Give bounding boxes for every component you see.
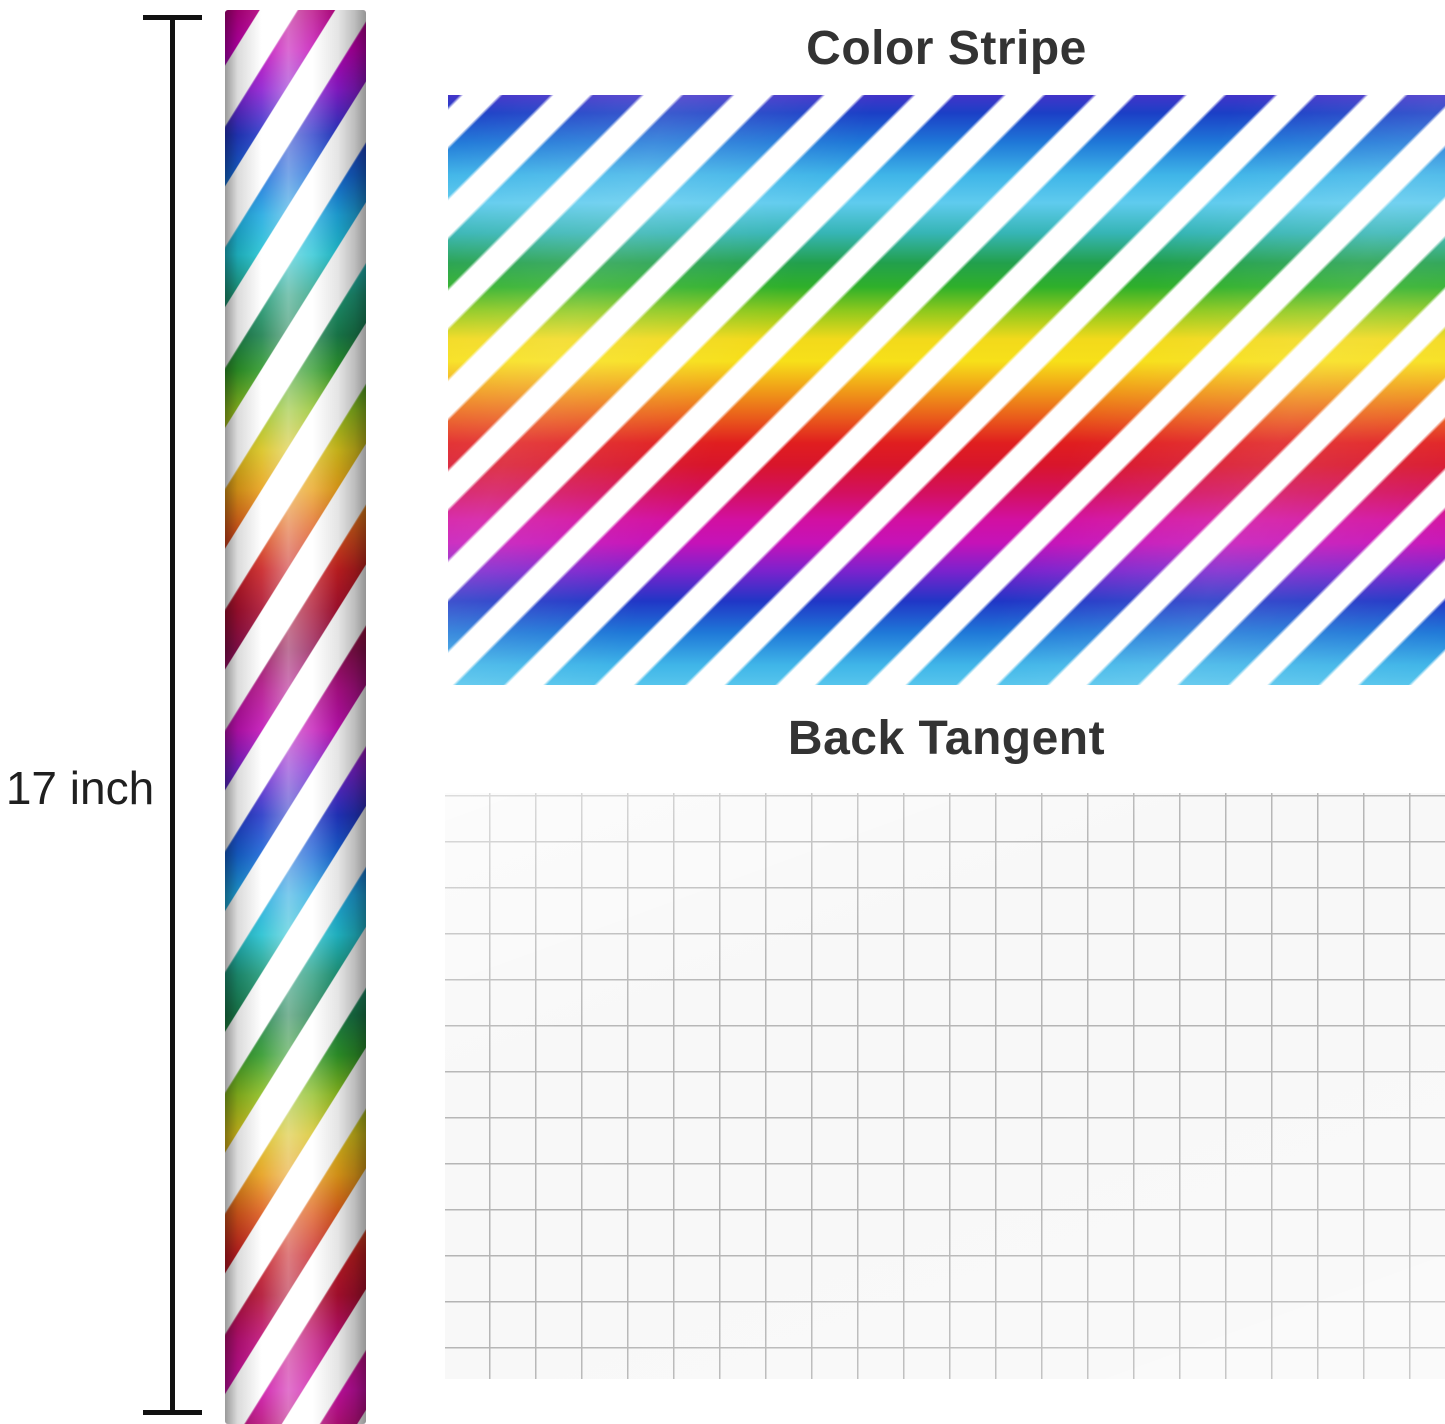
back-tangent-sheen-overlay [445, 793, 1445, 1379]
roll-stripe-pattern [225, 10, 366, 1424]
color-stripe-heading: Color Stripe [806, 22, 1087, 75]
color-stripe-swatch [448, 95, 1445, 685]
dimension-cap-bottom-icon [143, 1410, 202, 1415]
back-tangent-heading: Back Tangent [787, 712, 1106, 765]
dimension-label: 17 inch [5, 762, 155, 814]
dimension-line-icon [170, 15, 175, 1415]
back-tangent-swatch [445, 793, 1445, 1379]
color-stripe-white-lines [448, 95, 1445, 685]
dimension-indicator: 17 inch [0, 0, 225, 1424]
roll-rainbow-layer [225, 10, 366, 1424]
vinyl-roll-image [225, 10, 366, 1424]
